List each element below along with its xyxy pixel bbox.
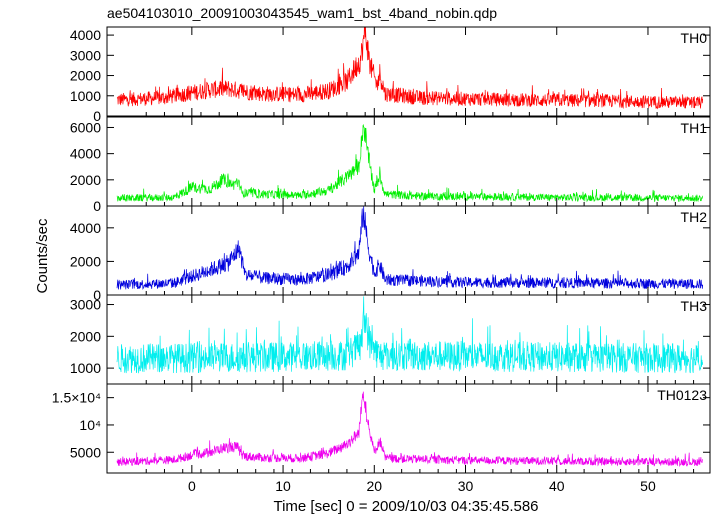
y-axis-label: Counts/sec — [34, 218, 51, 294]
panel-label-th2: TH2 — [681, 209, 708, 225]
y-tick-label: 4000 — [70, 220, 101, 236]
x-tick-label: 0 — [188, 478, 196, 494]
panel-label-th3: TH3 — [681, 298, 708, 314]
x-tick-label: 40 — [549, 478, 565, 494]
chart-title: ae504103010_20091003043545_wam1_bst_4ban… — [107, 5, 497, 21]
series-line-th0123 — [116, 391, 704, 467]
y-tick-label: 10⁴ — [79, 417, 101, 433]
panel-th0123: 5000 10⁴ 1.5×10⁴ TH0123 — [52, 383, 711, 474]
y-tick-label: 0 — [93, 287, 101, 303]
series-line-th2 — [116, 206, 704, 290]
y-tick-label: 1000 — [70, 360, 101, 376]
panel-label-th0: TH0 — [681, 30, 708, 46]
panel-th0: 0 1000 2000 3000 4000 TH0 — [70, 26, 711, 124]
y-tick-label: 4000 — [70, 146, 101, 162]
panel-label-th1: TH1 — [681, 120, 708, 136]
panel-th2: 0 2000 4000 TH2 — [70, 205, 711, 303]
panel-frame — [106, 26, 711, 117]
y-tick-label: 0 — [93, 108, 101, 124]
panel-frame — [106, 116, 711, 207]
y-tick-label: 1000 — [70, 88, 101, 104]
y-tick-label: 3000 — [70, 297, 101, 313]
panel-th3: 1000 2000 3000 TH3 — [70, 294, 711, 385]
x-axis-label: Time [sec] 0 = 2009/10/03 04:35:45.586 — [273, 498, 538, 515]
series-line-th3 — [116, 296, 704, 374]
y-tick-label: 3000 — [70, 47, 101, 63]
x-tick-label: 10 — [275, 478, 291, 494]
y-tick-label: 2000 — [70, 328, 101, 344]
x-tick-label: 30 — [458, 478, 474, 494]
panel-label-th0123: TH0123 — [657, 387, 707, 403]
y-tick-label: 6000 — [70, 119, 101, 135]
y-tick-label: 2000 — [70, 68, 101, 84]
y-tick-label: 4000 — [70, 27, 101, 43]
y-tick-label: 5000 — [70, 444, 101, 460]
series-line-th0 — [116, 27, 704, 110]
y-tick-label: 2000 — [70, 172, 101, 188]
panel-th1: 0 2000 4000 6000 TH1 — [70, 116, 711, 214]
x-tick-label: 20 — [367, 478, 383, 494]
y-tick-label: 2000 — [70, 253, 101, 269]
x-tick-label: 50 — [640, 478, 656, 494]
y-tick-label: 0 — [93, 198, 101, 214]
panel-frame — [106, 383, 711, 474]
y-tick-label: 1.5×10⁴ — [52, 390, 101, 406]
series-line-th1 — [116, 124, 704, 203]
